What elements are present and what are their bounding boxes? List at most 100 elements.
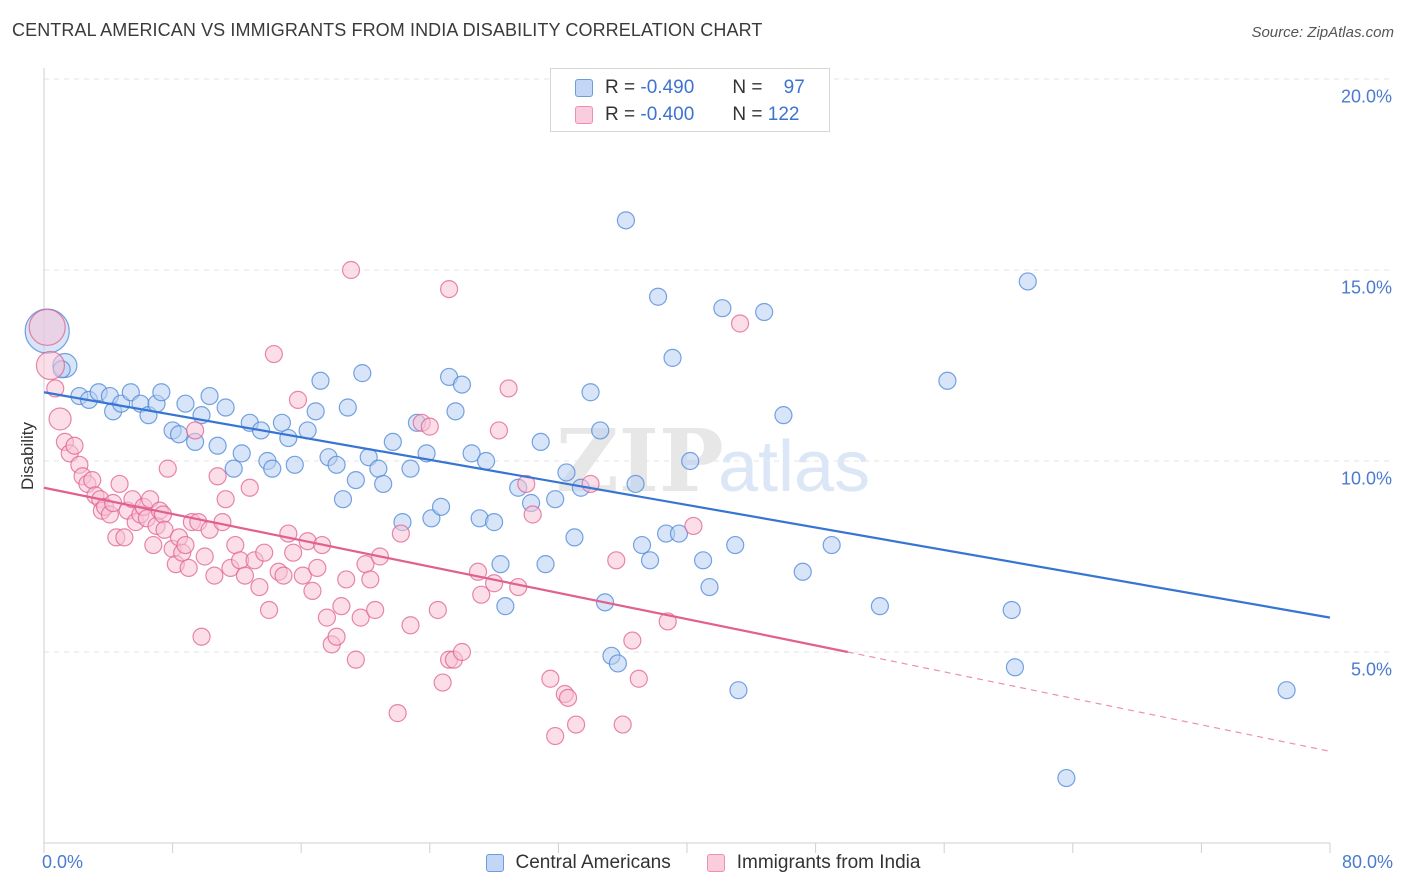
central-american-point <box>1277 681 1296 700</box>
central-american-point <box>452 375 472 394</box>
trendline-immigrants-india <box>43 486 848 654</box>
central-american-point <box>1057 768 1076 788</box>
legend-label: Immigrants from India <box>736 852 921 873</box>
legend-label: Central Americans <box>515 852 671 873</box>
india-immigrant-point <box>452 642 472 662</box>
india-immigrant-point <box>83 471 102 490</box>
legend-item-central-americans[interactable]: Central Americans <box>485 852 671 874</box>
series-swatch <box>575 79 593 97</box>
central-american-point <box>208 436 227 455</box>
india-immigrant-point <box>192 627 211 646</box>
central-american-point <box>446 402 465 421</box>
india-immigrant-point <box>205 566 224 585</box>
india-immigrant-point <box>566 715 586 734</box>
central-american-point <box>774 406 793 425</box>
india-immigrant-point <box>284 543 303 562</box>
india-immigrant-point <box>176 535 195 555</box>
india-immigrant-point <box>351 608 370 627</box>
india-immigrant-point <box>391 524 410 543</box>
india-immigrant-point <box>420 417 439 436</box>
central-american-point <box>327 455 346 474</box>
india-immigrant-point <box>35 350 66 381</box>
india-immigrant-point <box>226 535 245 555</box>
india-immigrant-point <box>28 308 66 346</box>
series-legend: Central Americans Immigrants from India <box>0 852 1406 874</box>
india-immigrant-point <box>428 600 447 620</box>
india-immigrant-point <box>730 314 750 333</box>
central-american-point <box>232 444 251 463</box>
central-american-point <box>1005 658 1025 677</box>
series-swatch <box>706 854 725 872</box>
central-american-point <box>176 394 195 413</box>
central-american-point <box>353 364 372 383</box>
stats-row-immigrants-india: R = -0.400 N = 122 <box>575 104 799 126</box>
central-american-point <box>546 490 565 509</box>
india-immigrant-point <box>546 726 565 746</box>
central-american-point <box>491 555 510 574</box>
india-immigrant-point <box>303 581 322 600</box>
central-american-point <box>476 451 496 471</box>
central-american-point <box>536 555 555 574</box>
india-immigrant-point <box>264 344 283 364</box>
chart-title: CENTRAL AMERICAN VS IMMIGRANTS FROM INDI… <box>12 20 763 40</box>
central-american-point <box>306 402 325 421</box>
central-american-point <box>700 577 719 597</box>
central-american-point <box>822 535 841 555</box>
india-immigrant-point <box>337 570 356 589</box>
central-american-point <box>383 432 402 451</box>
india-immigrant-point <box>401 616 420 635</box>
central-american-point <box>216 398 235 417</box>
central-american-point <box>755 302 774 322</box>
india-immigrant-point <box>179 558 198 578</box>
central-american-point <box>713 299 732 318</box>
india-immigrant-point <box>65 436 84 455</box>
legend-item-immigrants-india[interactable]: Immigrants from India <box>706 852 921 874</box>
india-immigrant-point <box>208 467 227 486</box>
n-value: 122 <box>767 104 800 125</box>
india-immigrant-point <box>158 459 177 478</box>
india-immigrant-point <box>155 520 174 539</box>
india-immigrant-point <box>607 551 626 570</box>
india-immigrant-point <box>366 600 385 620</box>
india-immigrant-point <box>485 574 504 593</box>
india-immigrant-point <box>288 390 308 409</box>
central-american-point <box>485 513 504 532</box>
central-american-point <box>333 490 353 509</box>
india-immigrant-point <box>250 577 269 597</box>
central-american-point <box>152 383 171 402</box>
central-american-point <box>200 386 219 406</box>
series-swatch <box>575 106 593 124</box>
india-immigrant-point <box>517 474 536 494</box>
india-immigrant-point <box>240 478 259 497</box>
central-american-point <box>870 597 890 616</box>
india-immigrant-point <box>186 421 205 440</box>
central-american-point <box>669 524 689 543</box>
central-american-point <box>557 463 576 482</box>
x-tick-label: 80.0% <box>1341 852 1393 872</box>
y-tick-label: 15.0% <box>1340 277 1392 298</box>
india-immigrant-point <box>110 474 129 494</box>
india-immigrant-point <box>613 715 632 734</box>
india-immigrant-point <box>195 547 214 566</box>
india-immigrant-point <box>235 566 255 585</box>
india-immigrant-point <box>361 570 380 589</box>
central-american-point <box>346 471 365 490</box>
central-american-point <box>169 425 189 444</box>
central-american-point <box>311 371 330 390</box>
central-american-point <box>793 562 812 581</box>
india-immigrant-point <box>48 407 72 431</box>
india-immigrant-point <box>274 566 293 585</box>
central-american-point <box>496 597 515 616</box>
central-american-point <box>401 459 420 478</box>
central-american-point <box>279 428 298 448</box>
central-american-point <box>681 451 700 471</box>
central-american-point <box>663 348 682 367</box>
y-tick-label: 5.0% <box>1350 659 1392 680</box>
central-american-point <box>591 421 610 440</box>
series-swatch <box>485 854 504 872</box>
central-american-point <box>726 535 745 555</box>
trendline-central-americans <box>43 391 1331 619</box>
central-american-point <box>581 383 600 402</box>
n-value: 97 <box>783 77 805 98</box>
central-american-point <box>616 211 636 230</box>
